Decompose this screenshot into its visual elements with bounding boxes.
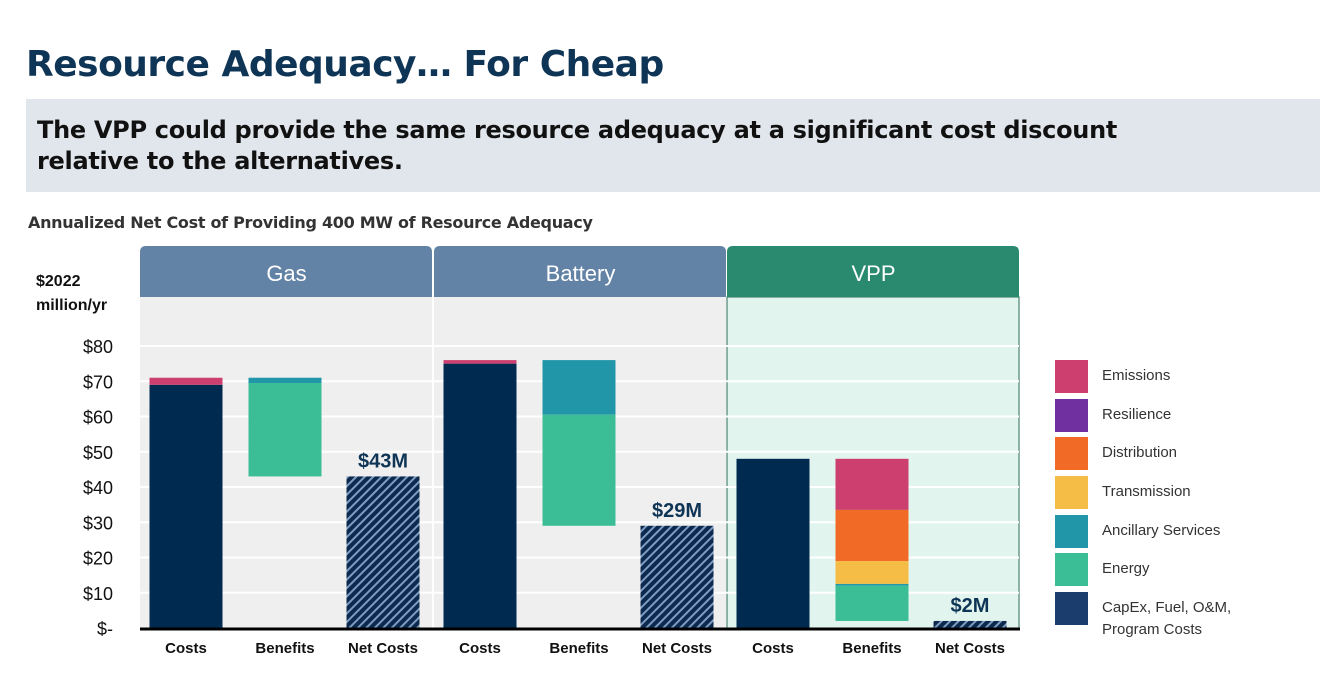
legend-label: Resilience	[1102, 405, 1172, 423]
legend-item: Emissions	[1055, 360, 1273, 399]
x-tick-label: Net Costs	[642, 640, 712, 657]
bar-segment-benefit	[248, 383, 322, 477]
bar-segment-benefit	[248, 377, 322, 384]
panel-header-label: Gas	[266, 261, 306, 286]
legend-item: Energy	[1055, 553, 1273, 592]
data-label: $2M	[951, 595, 990, 617]
data-label: $43M	[358, 450, 408, 472]
bar-segment-cost	[736, 458, 810, 628]
y-tick-label: $20	[83, 549, 113, 569]
bar-net-cost	[346, 476, 420, 628]
y-tick-label: $30	[83, 513, 113, 533]
legend-swatch	[1055, 360, 1088, 393]
bar-segment-cost	[149, 377, 223, 385]
page-title: Resource Adequacy… For Cheap	[26, 44, 664, 85]
y-tick-label: $-	[97, 619, 113, 639]
x-tick-label: Benefits	[842, 640, 901, 657]
bar-segment-benefit	[542, 360, 616, 415]
panel-header-label: Battery	[546, 261, 616, 286]
x-tick-label: Costs	[752, 640, 794, 657]
subtitle: The VPP could provide the same resource …	[37, 116, 1118, 175]
legend-swatch	[1055, 592, 1088, 626]
chart-title: Annualized Net Cost of Providing 400 MW …	[28, 213, 593, 232]
bar-net-cost	[640, 525, 714, 628]
x-tick-label: Net Costs	[348, 640, 418, 657]
x-tick-label: Benefits	[549, 640, 608, 657]
bar-segment-cost	[149, 384, 223, 628]
legend-label: CapEx, Fuel, O&M, Program Costs	[1102, 599, 1232, 639]
panel-header	[727, 246, 1019, 297]
bar-net-cost	[933, 620, 1007, 628]
legend-item: Distribution	[1055, 437, 1273, 476]
legend-swatch	[1055, 553, 1088, 587]
legend-item: CapEx, Fuel, O&M, Program Costs	[1055, 592, 1273, 638]
legend-swatch	[1055, 476, 1088, 510]
legend-item: Transmission	[1055, 476, 1273, 515]
legend-label: Energy	[1102, 560, 1150, 578]
y-tick-label: $70	[83, 372, 113, 392]
legend-item: Resilience	[1055, 398, 1273, 438]
panel-header	[140, 246, 432, 297]
bar-segment-benefit	[835, 583, 909, 586]
legend-label: Transmission	[1102, 483, 1191, 501]
bar-segment-benefit	[835, 458, 909, 510]
legend-swatch	[1055, 398, 1088, 432]
panel-header	[434, 246, 726, 297]
y-axis-label: $2022 million/yr	[36, 273, 108, 314]
bar-segment-benefit	[542, 414, 616, 526]
x-tick-label: Costs	[165, 640, 207, 657]
x-tick-label: Costs	[459, 640, 501, 657]
y-tick-label: $50	[83, 443, 113, 463]
y-tick-label: $60	[83, 408, 113, 428]
bar-segment-benefit	[835, 585, 909, 621]
legend-label: Ancillary Services	[1102, 521, 1221, 539]
y-tick-label: $40	[83, 478, 113, 498]
data-label: $29M	[652, 500, 702, 522]
legend-label: Distribution	[1102, 444, 1178, 462]
bar-segment-cost	[443, 360, 517, 364]
y-tick-label: $80	[83, 337, 113, 357]
bar-segment-cost	[443, 363, 517, 628]
legend: Emissions Resilience Distribution Transmiss…	[1055, 360, 1273, 638]
bar-segment-benefit	[835, 561, 909, 584]
bar-segment-benefit	[835, 509, 909, 562]
subtitle-banner: The VPP could provide the same resource …	[26, 99, 1320, 192]
legend-label: Emissions	[1102, 367, 1171, 384]
panel-header-label: VPP	[851, 261, 895, 286]
chart: Gas Battery VPP $- $10 $20 $30 $40 $50 $60 $70 $80 $…	[83, 246, 1020, 657]
legend-swatch	[1055, 514, 1088, 548]
legend-item: Ancillary Services	[1055, 514, 1273, 554]
x-tick-label: Benefits	[255, 640, 314, 657]
x-tick-label: Net Costs	[935, 640, 1005, 657]
legend-swatch	[1055, 437, 1088, 471]
y-tick-label: $10	[83, 584, 113, 604]
